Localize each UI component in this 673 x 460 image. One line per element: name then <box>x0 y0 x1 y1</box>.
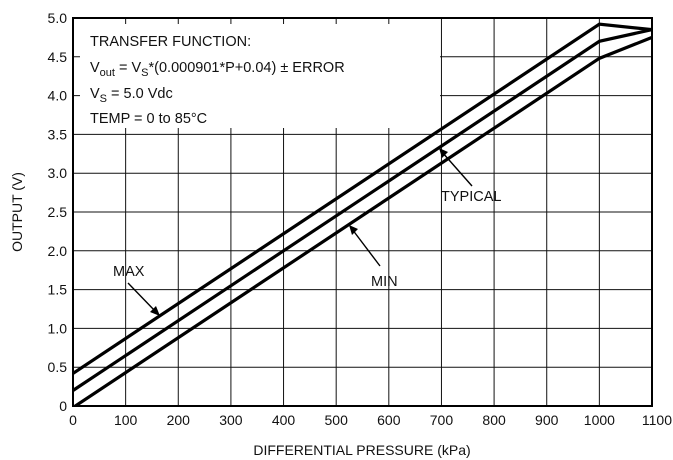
formula-s-subscript: S <box>141 67 148 79</box>
temperature-note: TEMP = 0 to 85°C <box>90 111 207 127</box>
y-tick-label: 2.5 <box>48 204 68 220</box>
x-tick-label: 100 <box>114 412 138 428</box>
x-tick-label: 400 <box>272 412 296 428</box>
supply-rest: = 5.0 Vdc <box>107 86 173 102</box>
y-tick-label: 3.0 <box>48 165 68 181</box>
arrow-max <box>127 282 157 313</box>
x-tick-label: 0 <box>69 412 77 428</box>
arrow-max-head <box>150 306 160 316</box>
y-tick-label: 2.0 <box>48 243 68 259</box>
x-axis-label: DIFFERENTIAL PRESSURE (kPa) <box>253 442 470 458</box>
series-line-min <box>73 35 652 406</box>
transfer-function-formula: Vout = VS*(0.000901*P+0.04) ± ERROR <box>90 60 345 79</box>
x-tick-label: 700 <box>430 412 454 428</box>
arrow-typical <box>441 151 473 187</box>
supply-s-subscript: S <box>100 93 107 105</box>
plot-frame <box>72 17 653 407</box>
x-tick-label: 300 <box>219 412 243 428</box>
label-max: MAX <box>113 264 145 280</box>
series-lines <box>73 22 652 406</box>
formula-eq: = V <box>115 60 142 76</box>
y-tick-label: 5.0 <box>48 10 68 26</box>
series-line-max <box>73 22 652 375</box>
supply-voltage-note: VS = 5.0 Vdc <box>90 86 173 105</box>
x-tick-label: 1000 <box>584 412 615 428</box>
x-tick-label: 200 <box>167 412 191 428</box>
y-tick-label: 3.5 <box>48 126 68 142</box>
arrow-min <box>351 228 381 267</box>
y-tick-label: 0.5 <box>48 359 68 375</box>
series-line-typical <box>73 28 652 392</box>
x-tick-label: 900 <box>535 412 559 428</box>
formula-v: V <box>90 60 100 76</box>
x-tick-label: 800 <box>482 412 506 428</box>
y-tick-label: 0 <box>59 398 67 414</box>
arrow-min-head <box>349 225 358 235</box>
annotation-box-background <box>80 24 440 128</box>
label-typical: TYPICAL <box>441 189 501 205</box>
y-tick-label: 4.5 <box>48 49 68 65</box>
x-tick-label: 500 <box>325 412 349 428</box>
formula-rest: *(0.000901*P+0.04) ± ERROR <box>149 60 345 76</box>
formula-out-subscript: out <box>100 67 115 79</box>
transfer-function-title: TRANSFER FUNCTION: <box>90 34 251 50</box>
y-axis-label: OUTPUT (V) <box>9 172 25 252</box>
y-tick-label: 1.0 <box>48 320 68 336</box>
y-tick-label: 1.5 <box>48 282 68 298</box>
x-tick-labels: 0 100 200 300 400 500 600 700 800 900 1000 1100 <box>69 412 672 428</box>
y-tick-labels: 0 0.5 1.0 1.5 2.0 2.5 3.0 3.5 4.0 4.5 5.0 <box>48 10 68 414</box>
arrow-typical-head <box>439 148 448 158</box>
x-tick-label: 600 <box>377 412 401 428</box>
y-tick-label: 4.0 <box>48 88 68 104</box>
x-tick-label: 1100 <box>642 412 672 428</box>
supply-v: V <box>90 86 100 102</box>
label-min: MIN <box>371 274 398 290</box>
